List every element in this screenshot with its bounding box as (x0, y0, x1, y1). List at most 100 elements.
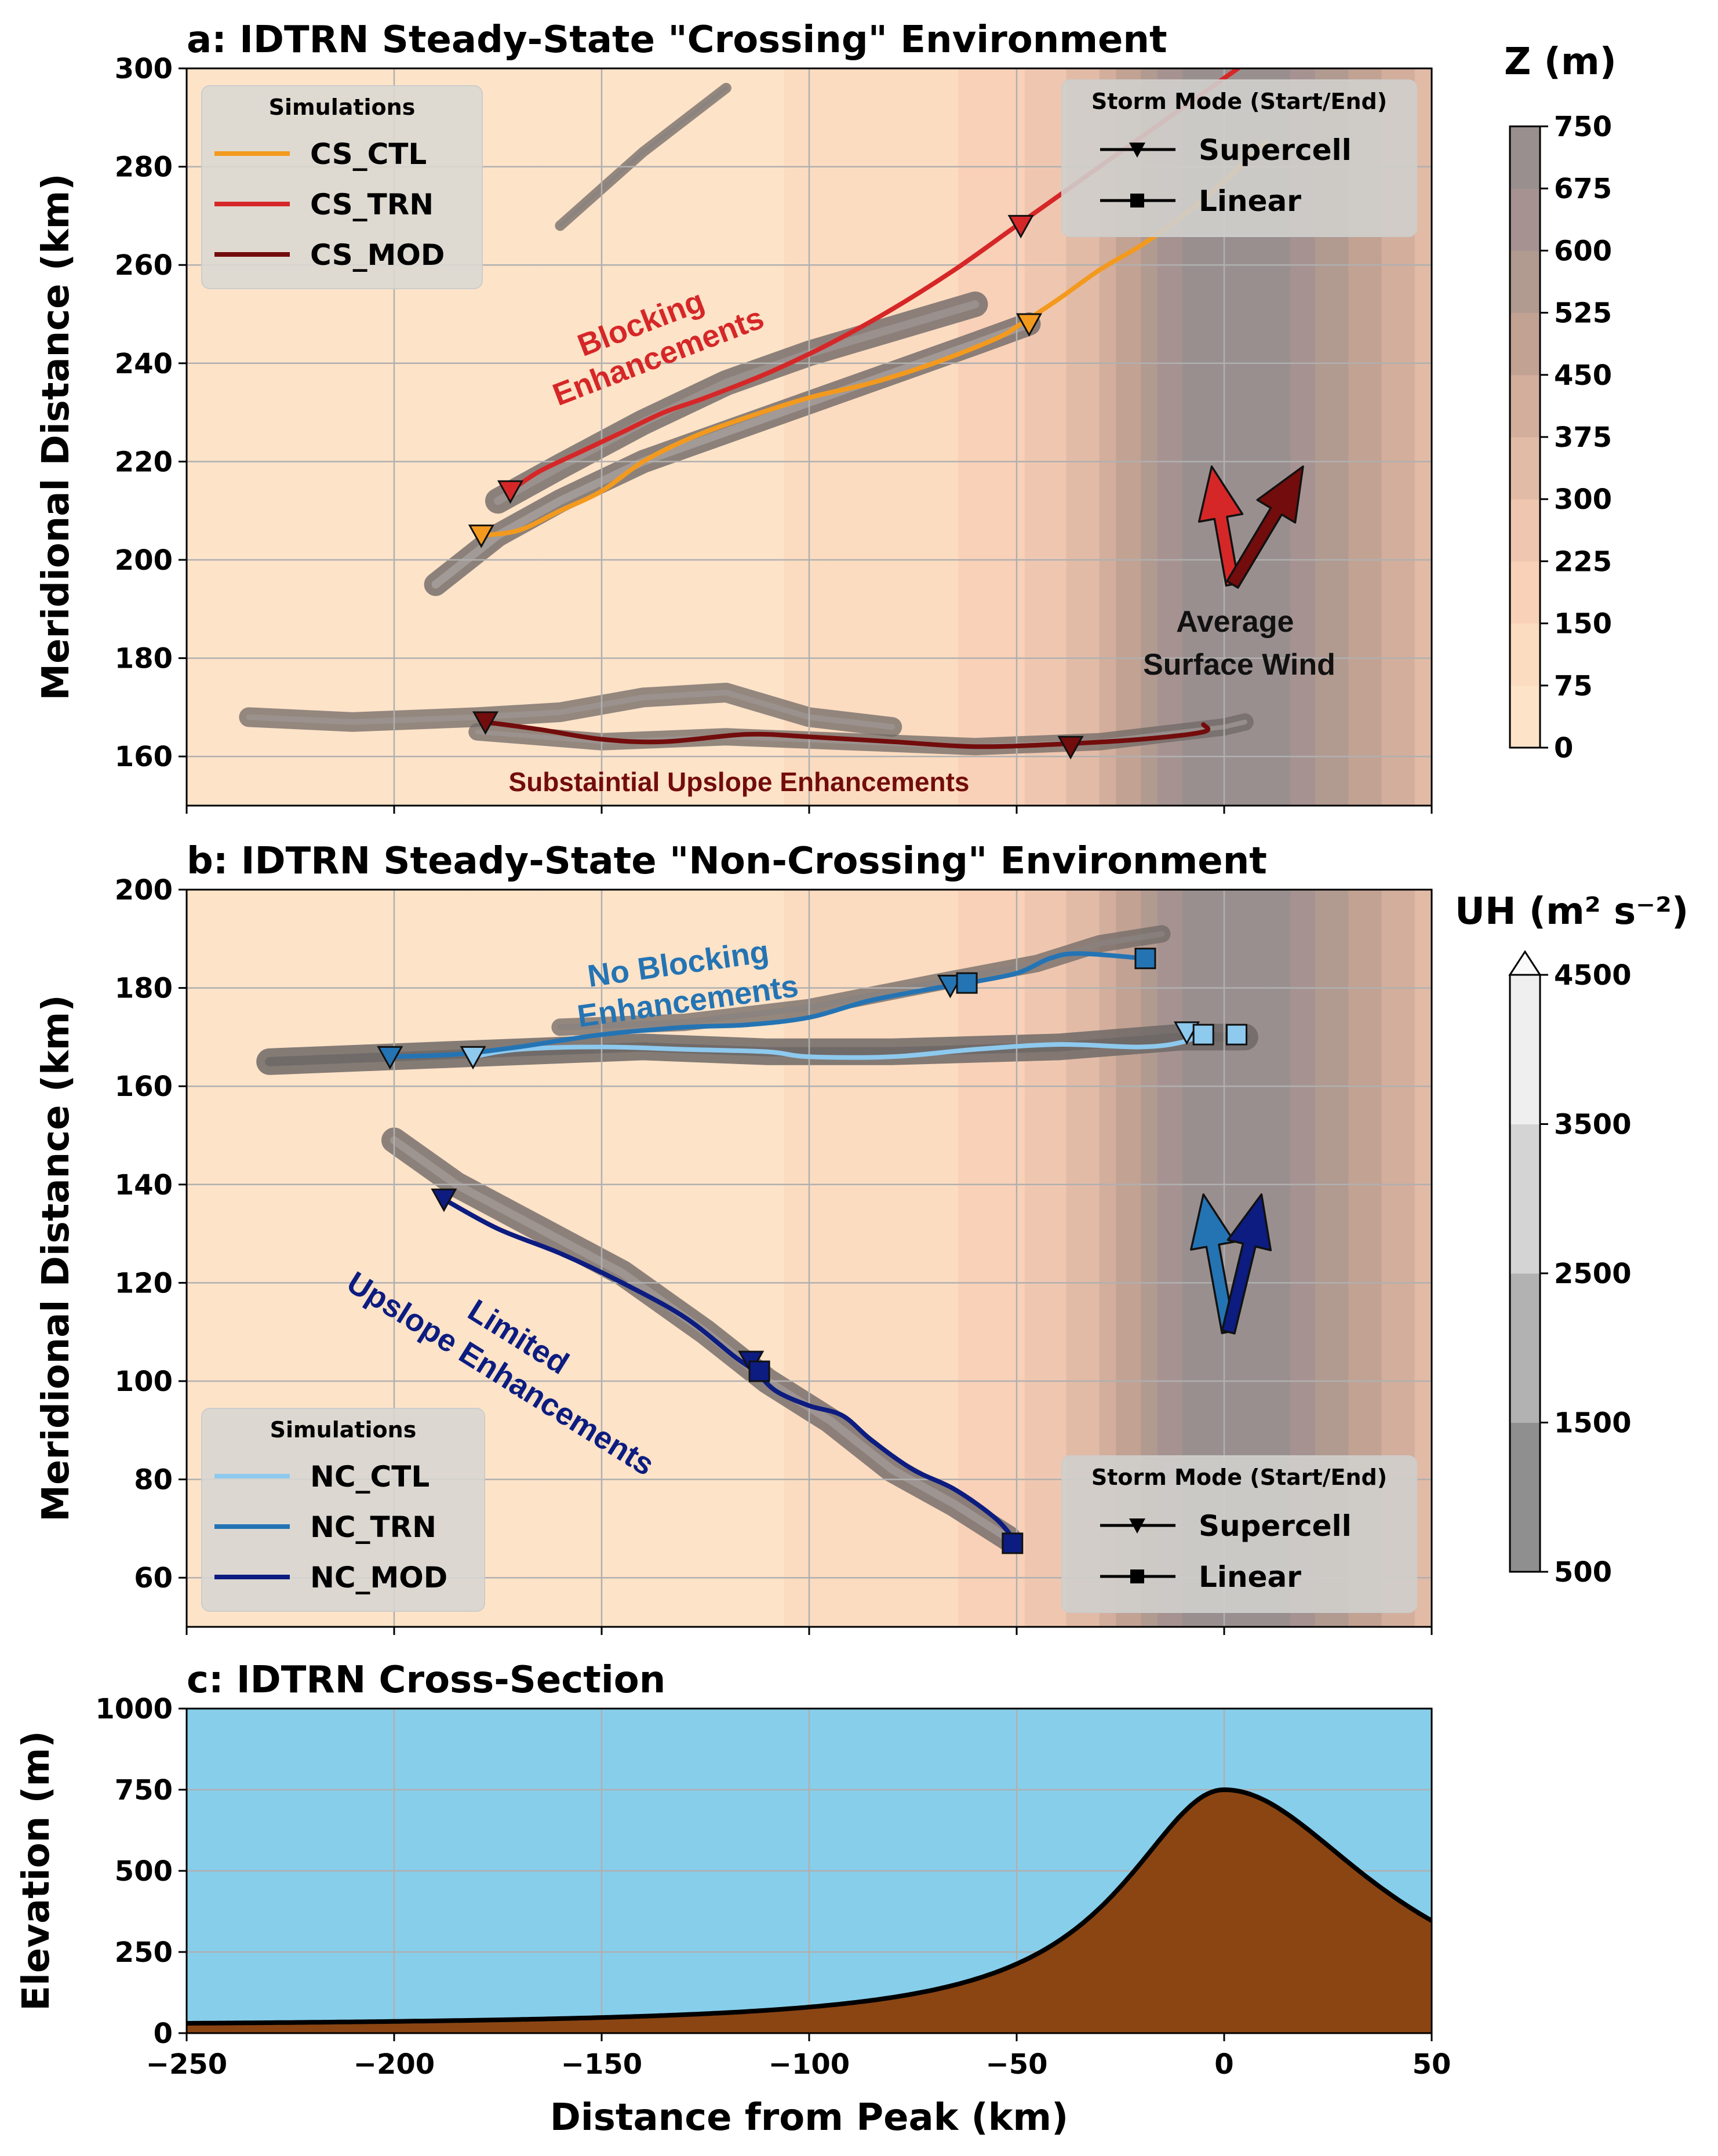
ytick-label: 0 (154, 2017, 173, 2050)
terrain-shade-band (800, 68, 810, 806)
panel-a-tracks (468, 68, 1268, 760)
terrain-shade-band (825, 68, 835, 806)
terrain-shade-band (1049, 890, 1059, 1627)
marker-linear (1002, 1532, 1024, 1554)
terrain-shade-band (1364, 68, 1374, 806)
ytick-label: 160 (115, 1070, 173, 1103)
terrain-shade-band (1306, 68, 1316, 806)
terrain-shade-band (734, 890, 743, 1627)
terrain-shade-band (941, 68, 951, 806)
terrain-shade-band (551, 890, 560, 1627)
uh-swath-core (431, 320, 1033, 589)
panel-b-wind-arrows (1190, 1193, 1272, 1335)
marker-supercell (431, 1188, 457, 1212)
terrain-shade-band (1132, 890, 1142, 1627)
colorbar-z-swatch (1510, 188, 1540, 251)
terrain-shade-band (742, 890, 752, 1627)
ytick-label: 160 (115, 741, 173, 773)
terrain-shade-band (983, 890, 992, 1627)
terrain-shade-band (509, 890, 519, 1627)
terrain-shade-band (1331, 890, 1341, 1627)
terrain-shade-band (991, 890, 1000, 1627)
terrain-shade-band (1108, 890, 1117, 1627)
colorbar-z-tick-label: 525 (1554, 297, 1612, 330)
terrain-shade-band (518, 68, 527, 806)
terrain-shade-band (1406, 68, 1415, 806)
terrain-shade-band (883, 68, 893, 806)
terrain-shade-band (842, 68, 851, 806)
mode-legend-supercell: Supercell (1199, 133, 1352, 167)
terrain-shade-band (900, 890, 909, 1627)
ytick-label: 100 (115, 1365, 173, 1398)
xtick-label: −50 (985, 2048, 1047, 2081)
terrain-shade-band (1340, 890, 1349, 1627)
panel-a-legend-title: Simulations (269, 94, 416, 120)
terrain-shade-band (626, 890, 635, 1627)
colorbar-z-tick-label: 450 (1554, 359, 1612, 392)
terrain-shade-band (891, 890, 901, 1627)
terrain-shade-band (833, 68, 843, 806)
panel-a: a: IDTRN Steady-State "Crossing" Environ… (35, 19, 1433, 814)
terrain-shade-band (1174, 68, 1183, 806)
marker-supercell (1007, 214, 1034, 239)
terrain-shade-band (643, 890, 652, 1627)
terrain-shade-band (991, 68, 1000, 806)
terrain-shade-band (759, 68, 768, 806)
colorbar-uh-tick-label: 1500 (1554, 1407, 1632, 1440)
terrain-shade-band (1265, 68, 1275, 806)
terrain-shade-band (1058, 890, 1067, 1627)
marker-linear (1134, 948, 1156, 970)
terrain-shade-band (751, 890, 760, 1627)
colorbar-z-swatch (1510, 623, 1540, 686)
terrain-shade-band (1290, 890, 1300, 1627)
terrain-shade-band (1008, 890, 1017, 1627)
terrain-shade-band (1290, 68, 1300, 806)
terrain-shade-band (949, 68, 959, 806)
wind-arrow (1197, 465, 1244, 587)
terrain-shade-band (1033, 890, 1042, 1627)
terrain-shade-band (509, 68, 519, 806)
ytick-label: 200 (115, 874, 173, 906)
marker-supercell (1174, 1021, 1200, 1046)
panel-a-ticks: 160 180 200 220 240 260 280 300 (115, 53, 1433, 814)
marker-supercell (497, 480, 524, 504)
terrain-shade-band (1083, 890, 1092, 1627)
terrain-shade-band (493, 890, 503, 1627)
annotation-average-line2: Surface Wind (1143, 648, 1335, 682)
terrain-shade-band (534, 68, 544, 806)
terrain-shade-band (916, 68, 926, 806)
terrain-shade-band (1108, 68, 1117, 806)
panel-a-mode-legend: Storm Mode (Start/End) Supercell Linear (1061, 79, 1417, 237)
terrain-shade-band (1091, 68, 1100, 806)
terrain-shade-band (1116, 890, 1125, 1627)
ytick-label: 180 (115, 643, 173, 675)
panel-a-mode-legend-box (1061, 79, 1417, 237)
colorbar-z-swatch (1510, 499, 1540, 562)
terrain-shade-band (1373, 68, 1382, 806)
terrain-shade-band (1249, 68, 1258, 806)
annotation-average-line1: Average (1176, 605, 1294, 639)
terrain-shade-band (1224, 68, 1233, 806)
terrain-shade-band (659, 890, 669, 1627)
terrain-shade-band (958, 68, 967, 806)
terrain-shade-band (1398, 890, 1407, 1627)
terrain-shade-band (1149, 68, 1158, 806)
panel-a-wind-arrows (1197, 465, 1304, 589)
colorbar-z-swatch (1510, 685, 1540, 748)
ytick-label: 120 (115, 1267, 173, 1299)
terrain-shade-band (776, 68, 785, 806)
legend-label-cs-trn: CS_TRN (310, 188, 434, 221)
marker-supercell (472, 711, 499, 735)
terrain-shade-band (668, 68, 677, 806)
terrain-shade-band (974, 890, 984, 1627)
terrain-shade-band (1049, 68, 1059, 806)
terrain-shade-band (1381, 68, 1391, 806)
mode-legend-b-square-icon (1130, 1569, 1144, 1583)
wind-arrow (1190, 1193, 1236, 1334)
terrain-shade-band (1298, 68, 1308, 806)
terrain-shade-band (526, 890, 536, 1627)
terrain-shade-band (551, 68, 560, 806)
marker-supercell (377, 1046, 403, 1070)
terrain-shade-band (858, 68, 868, 806)
terrain-shade-band (1099, 890, 1109, 1627)
